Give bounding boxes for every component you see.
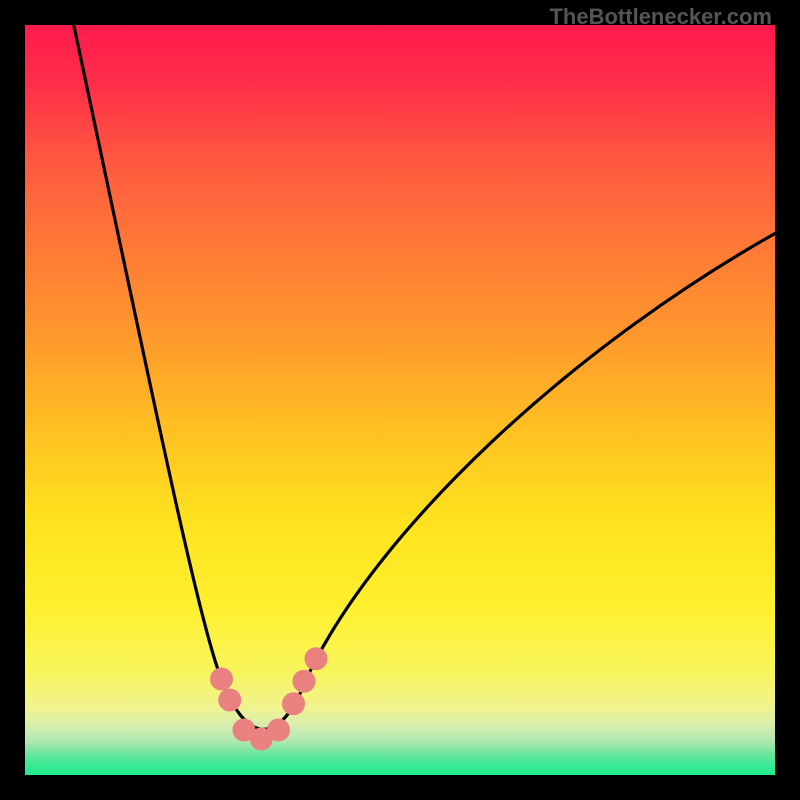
curve-layer [0, 0, 800, 800]
optimum-marker [219, 689, 241, 711]
bottleneck-curve [74, 25, 775, 729]
optimum-marker [305, 648, 327, 670]
optimum-marker [268, 719, 290, 741]
chart-root: TheBottlenecker.com [0, 0, 800, 800]
optimum-marker [293, 670, 315, 692]
optimum-marker [283, 693, 305, 715]
watermark-text: TheBottlenecker.com [549, 4, 772, 30]
optimum-marker [211, 668, 233, 690]
